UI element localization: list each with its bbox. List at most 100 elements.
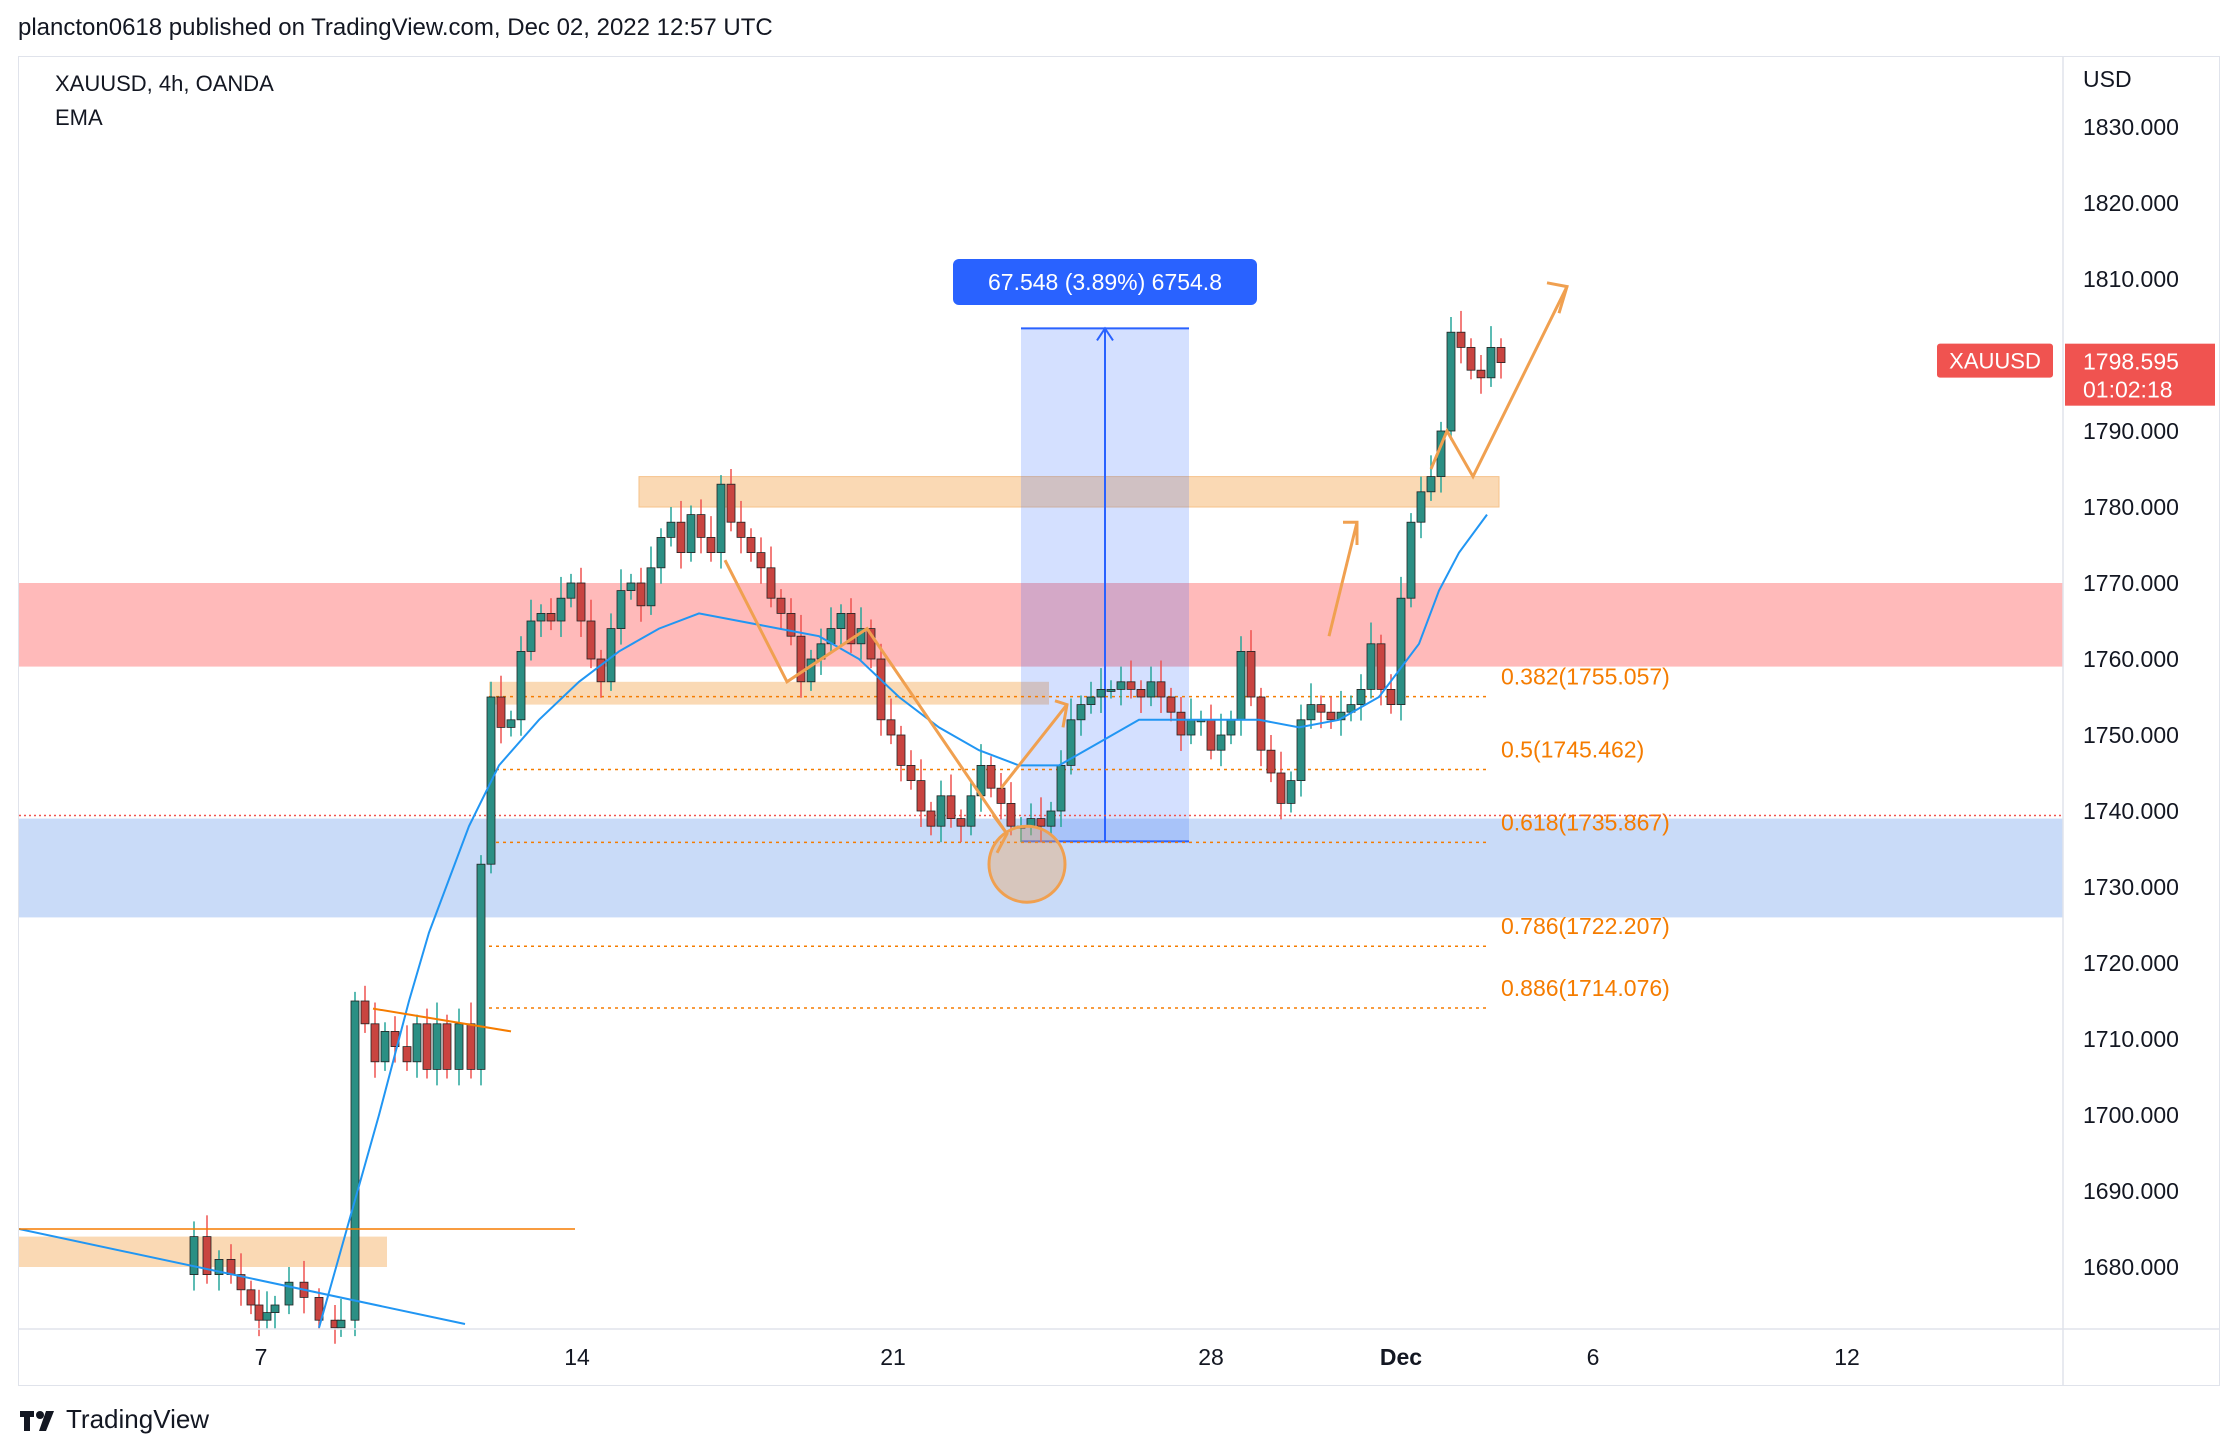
candle-body — [1246, 651, 1256, 698]
candle-body — [1396, 597, 1406, 706]
candle-body — [1086, 696, 1096, 705]
candle-body — [526, 620, 536, 652]
candle-body — [1006, 803, 1016, 827]
candle-body — [189, 1236, 199, 1275]
candle-body — [1176, 711, 1186, 736]
current-price-label: 1798.595 — [2083, 349, 2179, 375]
candle-body — [506, 719, 516, 728]
candle-body — [686, 514, 696, 554]
orange-up-arrow-1 — [999, 703, 1069, 790]
fib-label-2: 0.618(1735.867) — [1501, 809, 1670, 835]
price-tick-0: 1830.000 — [2083, 114, 2179, 140]
price-tick-14: 1690.000 — [2083, 1178, 2179, 1204]
candle-body — [1066, 719, 1076, 766]
current-price-bg — [2065, 343, 2215, 406]
orange-zigzag — [723, 559, 1009, 835]
candle-body — [226, 1259, 236, 1276]
measure-arrow-head — [1096, 326, 1114, 341]
candle-body — [666, 521, 676, 538]
candle-body — [214, 1259, 224, 1276]
fib-label-1: 0.5(1745.462) — [1501, 736, 1644, 762]
candle-body — [1326, 711, 1336, 721]
candle-body — [496, 696, 506, 728]
time-tick-5: 6 — [1587, 1344, 1600, 1370]
candle-body — [1476, 369, 1486, 379]
chart-frame[interactable]: 67.548 (3.89%) 6754.8 0.382(1755.057) 0.5(… — [18, 56, 2220, 1386]
measure-label: 67.548 (3.89%) 6754.8 — [988, 269, 1222, 295]
candle-body — [1236, 651, 1246, 721]
orange-up-arrow-2-head — [1343, 520, 1359, 545]
candle-body — [736, 521, 746, 538]
candle-body — [556, 597, 566, 622]
candle-body — [1466, 346, 1476, 371]
orange-up-arrow-1-head — [1054, 699, 1069, 728]
candle-body — [1446, 331, 1456, 432]
candle-body — [806, 658, 816, 683]
candle-body — [696, 514, 706, 538]
candle-body — [1366, 643, 1376, 690]
price-tick-5: 1780.000 — [2083, 494, 2179, 520]
ema-legend[interactable]: EMA — [55, 105, 103, 130]
candle-body — [1276, 772, 1286, 804]
time-tick-6: 12 — [1834, 1344, 1860, 1370]
candle-body — [536, 613, 546, 622]
candle-body — [1036, 818, 1046, 827]
candle-body — [402, 1046, 412, 1063]
chart-plot[interactable]: 67.548 (3.89%) 6754.8 0.382(1755.057) 0.5(… — [19, 57, 2219, 1385]
candle-body — [284, 1281, 294, 1306]
candle-body — [886, 719, 896, 736]
candle-body — [1296, 719, 1306, 781]
candle-body — [716, 483, 726, 554]
candle-body — [756, 552, 766, 569]
candle-body — [706, 536, 716, 553]
candle-body — [466, 1023, 476, 1070]
time-tick-0: 7 — [255, 1344, 268, 1370]
candle-body — [432, 1023, 442, 1070]
candle-body — [866, 628, 876, 660]
measure-label-bg — [953, 259, 1257, 305]
candle-body — [254, 1304, 264, 1321]
price-tick-11: 1720.000 — [2083, 950, 2179, 976]
fib-label-4: 0.886(1714.076) — [1501, 975, 1670, 1001]
candle-body — [1306, 704, 1316, 721]
candle-body — [1096, 689, 1106, 698]
candle-body — [1286, 780, 1296, 804]
price-tick-6: 1770.000 — [2083, 570, 2179, 596]
candle-body — [656, 536, 666, 569]
orange-up-arrow-2 — [1327, 521, 1359, 637]
candle-body — [956, 818, 966, 827]
publish-info: plancton0618 published on TradingView.co… — [18, 14, 773, 41]
price-tick-1: 1820.000 — [2083, 190, 2179, 216]
candle-body — [370, 1023, 380, 1063]
candle-body — [1266, 749, 1276, 774]
candle-body — [350, 1000, 360, 1321]
ema-line — [318, 514, 1488, 1329]
orange-zigzag-arrowhead — [991, 813, 1009, 854]
candle-body — [1386, 689, 1396, 706]
candle-body — [1256, 696, 1266, 751]
candle-body — [936, 795, 946, 827]
candle-body — [926, 810, 936, 827]
candle-body — [586, 620, 596, 660]
time-tick-4: Dec — [1380, 1344, 1422, 1370]
candle-body — [442, 1023, 452, 1070]
candle-body — [896, 734, 906, 766]
candle-countdown: 01:02:18 — [2083, 377, 2173, 403]
price-tick-10: 1730.000 — [2083, 874, 2179, 900]
fib-label-0: 0.382(1755.057) — [1501, 664, 1670, 690]
tradingview-logo-icon — [18, 1407, 58, 1433]
candle-body — [836, 613, 846, 630]
footer-brand: TradingView — [18, 1404, 209, 1435]
price-tick-8: 1750.000 — [2083, 722, 2179, 748]
candle-body — [966, 795, 976, 827]
candle-body — [776, 597, 786, 614]
price-axis-currency: USD — [2083, 66, 2132, 92]
candle-body — [360, 1000, 370, 1025]
candle-body — [516, 651, 526, 721]
symbol-legend[interactable]: XAUUSD, 4h, OANDA — [55, 71, 274, 96]
candle-body — [314, 1297, 324, 1321]
orange-projection — [1429, 285, 1569, 480]
price-tick-7: 1760.000 — [2083, 646, 2179, 672]
orange-projection-head — [1546, 281, 1569, 314]
candle-body — [876, 658, 886, 721]
